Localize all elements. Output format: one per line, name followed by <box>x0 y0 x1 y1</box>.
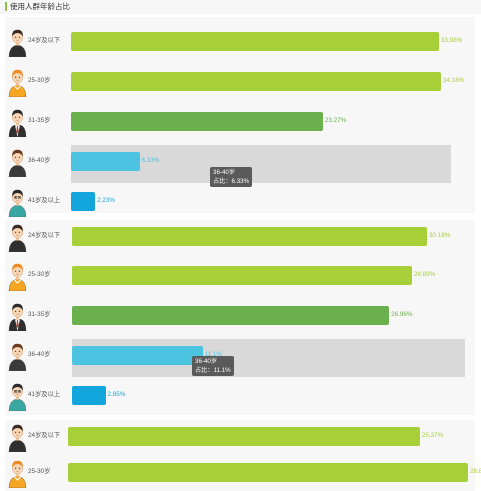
chart-row[interactable]: 24岁及以下 33.98% <box>5 25 475 59</box>
age-chart-panel-2: 24岁及以下 30.18% 25-30岁 28.89% 31-35岁 26.96% 36-4… <box>5 220 475 415</box>
category-label: 24岁及以下 <box>28 432 61 439</box>
chart-row[interactable]: 41岁及以上 2.23% <box>5 185 475 219</box>
young-man-orange-hair-icon <box>8 69 27 97</box>
category-label: 31-35岁 <box>28 311 51 318</box>
tooltip-value: 占比：6.33% <box>213 178 250 185</box>
section-header: 使用人群年龄占比 <box>0 0 481 14</box>
bar[interactable] <box>72 266 412 285</box>
chart-row[interactable]: 25-30岁 28.84% <box>5 456 481 490</box>
young-man-dark-hair-icon <box>8 29 27 57</box>
chart-row[interactable]: 31-35岁 23.27% <box>5 105 475 139</box>
chart-row[interactable]: 24岁及以下 30.18% <box>5 220 475 254</box>
header-accent-bar <box>5 2 7 11</box>
bar-value-label: 33.98% <box>440 37 463 44</box>
bar[interactable] <box>71 72 441 91</box>
bar-value-label: 25.37% <box>421 432 444 439</box>
bar[interactable] <box>72 306 390 325</box>
bar-value-label: 28.89% <box>413 271 436 278</box>
man-brown-hair-icon <box>8 343 27 371</box>
young-man-orange-hair-icon <box>8 263 27 291</box>
bar[interactable] <box>72 386 106 405</box>
category-label: 41岁及以上 <box>28 391 61 398</box>
page-title: 使用人群年龄占比 <box>10 2 70 11</box>
chart-row[interactable]: 25-30岁 28.89% <box>5 259 475 293</box>
category-label: 36-40岁 <box>28 157 51 164</box>
category-label: 24岁及以下 <box>28 232 61 239</box>
category-label: 25-30岁 <box>28 77 51 84</box>
age-chart-panel-3: 24岁及以下 25.37% 25-30岁 28.84% <box>5 420 481 491</box>
tooltip-value: 占比：11.1% <box>195 367 231 374</box>
bar-value-label: 6.33% <box>141 157 160 164</box>
bar-tooltip: 36-40岁占比：11.1% <box>192 356 234 376</box>
bar[interactable] <box>72 227 427 246</box>
bar-value-label: 30.18% <box>429 232 451 239</box>
age-chart-panel-1: 24岁及以下 33.98% 25-30岁 34.18% 31-35岁 23.27% 36-4… <box>5 17 475 217</box>
man-suit-tie-icon <box>8 109 27 137</box>
category-label: 24岁及以下 <box>28 37 61 44</box>
bar-value-label: 2.85% <box>107 391 126 398</box>
tooltip-category: 36-40岁 <box>195 358 218 365</box>
young-man-dark-hair-icon <box>8 224 27 252</box>
man-suit-tie-icon <box>8 303 27 331</box>
chart-row[interactable]: 24岁及以下 25.37% <box>5 420 475 454</box>
category-label: 36-40岁 <box>28 351 51 358</box>
man-glasses-teal-shirt-icon <box>8 383 27 411</box>
man-brown-hair-icon <box>8 149 27 177</box>
chart-row[interactable]: 31-35岁 26.96% <box>5 299 475 333</box>
chart-row[interactable]: 36-40岁 11.1% <box>5 339 475 377</box>
bar-value-label: 23.27% <box>324 117 347 124</box>
bar[interactable] <box>71 112 323 131</box>
bar-value-label: 26.96% <box>391 311 413 318</box>
category-label: 41岁及以上 <box>28 197 61 204</box>
bar[interactable] <box>71 152 140 171</box>
bar-tooltip: 36-40岁占比：6.33% <box>210 167 253 187</box>
young-man-dark-hair-icon <box>8 424 27 452</box>
bar[interactable] <box>71 192 96 211</box>
bar[interactable] <box>68 463 468 482</box>
bar[interactable] <box>71 32 439 51</box>
bar-value-label: 34.18% <box>443 77 465 84</box>
chart-row[interactable]: 36-40岁 6.33% <box>5 145 475 183</box>
category-label: 25-30岁 <box>28 271 51 278</box>
chart-row[interactable]: 25-30岁 34.18% <box>5 65 475 99</box>
bar-value-label: 2.23% <box>97 197 115 204</box>
category-label: 31-35岁 <box>28 117 51 124</box>
young-man-orange-hair-icon <box>8 460 27 488</box>
bar[interactable] <box>72 346 203 365</box>
bar-value-label: 11.1% <box>204 351 222 358</box>
bar[interactable] <box>68 427 420 446</box>
chart-row[interactable]: 41岁及以上 2.85% <box>5 379 475 413</box>
tooltip-category: 36-40岁 <box>213 169 236 176</box>
man-glasses-teal-shirt-icon <box>8 189 27 217</box>
bar-value-label: 28.84% <box>470 468 481 475</box>
category-label: 25-30岁 <box>28 468 51 475</box>
